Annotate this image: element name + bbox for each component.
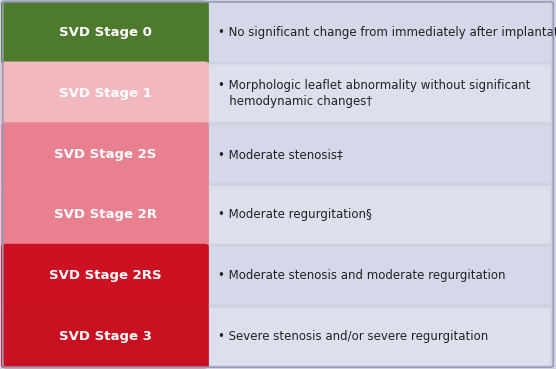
FancyBboxPatch shape — [6, 125, 550, 183]
Text: SVD Stage 0: SVD Stage 0 — [58, 26, 151, 39]
FancyBboxPatch shape — [6, 247, 550, 304]
FancyBboxPatch shape — [1, 183, 209, 247]
FancyBboxPatch shape — [6, 65, 550, 122]
Text: SVD Stage 1: SVD Stage 1 — [58, 87, 151, 100]
Text: SVD Stage 3: SVD Stage 3 — [58, 330, 151, 343]
Text: • Severe stenosis and/or severe regurgitation: • Severe stenosis and/or severe regurgit… — [219, 330, 489, 343]
Text: • Morphologic leaflet abnormality without significant
   hemodynamic changes†: • Morphologic leaflet abnormality withou… — [219, 79, 531, 108]
FancyBboxPatch shape — [1, 62, 209, 125]
Text: SVD Stage 2S: SVD Stage 2S — [54, 148, 156, 161]
FancyBboxPatch shape — [6, 4, 550, 62]
FancyBboxPatch shape — [1, 304, 209, 368]
Text: SVD Stage 2R: SVD Stage 2R — [53, 208, 156, 221]
Text: • Moderate stenosis and moderate regurgitation: • Moderate stenosis and moderate regurgi… — [219, 269, 506, 282]
Text: • Moderate regurgitation§: • Moderate regurgitation§ — [219, 208, 372, 221]
Text: • Moderate stenosis‡: • Moderate stenosis‡ — [219, 148, 343, 161]
Text: • No significant change from immediately after implantation*: • No significant change from immediately… — [219, 26, 556, 39]
FancyBboxPatch shape — [1, 244, 209, 307]
FancyBboxPatch shape — [1, 122, 209, 186]
FancyBboxPatch shape — [6, 307, 550, 365]
FancyBboxPatch shape — [6, 186, 550, 244]
FancyBboxPatch shape — [1, 1, 209, 65]
Text: SVD Stage 2RS: SVD Stage 2RS — [49, 269, 161, 282]
